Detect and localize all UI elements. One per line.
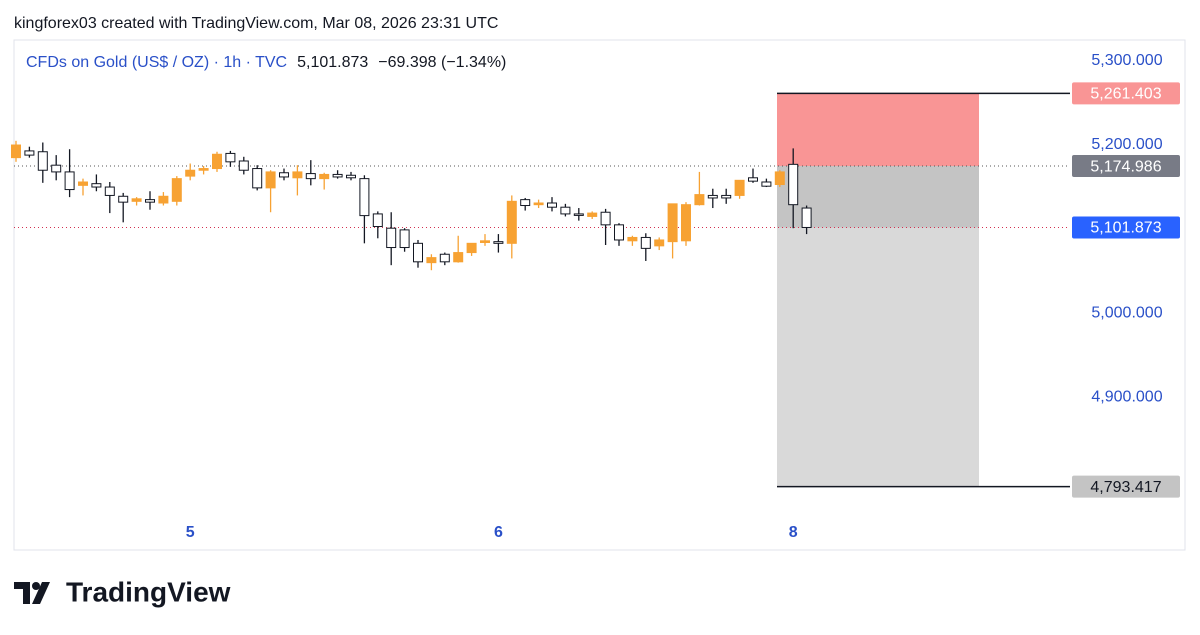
price-tag-label: 5,101.873 xyxy=(1090,220,1161,237)
candle-body xyxy=(707,194,718,199)
candle-body xyxy=(386,227,397,249)
candle-body xyxy=(600,211,611,226)
candle-body xyxy=(560,206,571,215)
candle-body xyxy=(587,212,598,217)
price-tag xyxy=(1072,216,1180,239)
chart-frame xyxy=(13,39,1186,551)
candle-body xyxy=(573,213,584,216)
candle-body xyxy=(305,173,316,180)
candle-body xyxy=(654,239,665,247)
candle-body xyxy=(346,174,356,179)
x-tick-label: 6 xyxy=(494,524,503,541)
logo-mark xyxy=(14,582,30,604)
candle-body xyxy=(506,200,517,244)
candle-body xyxy=(439,253,450,263)
price-tag-label: 5,261.403 xyxy=(1090,86,1161,103)
legend-change: −69.398 (−1.34%) xyxy=(378,54,506,71)
candle-body xyxy=(131,198,142,202)
candle-body xyxy=(252,168,263,189)
candle-body xyxy=(319,173,330,180)
candle-body xyxy=(91,183,102,188)
candle-body xyxy=(292,171,303,179)
candle-body xyxy=(37,151,48,171)
candle-body xyxy=(104,186,115,196)
candle-body xyxy=(158,195,169,204)
price-tag xyxy=(1072,155,1180,178)
candle-body xyxy=(694,194,705,206)
y-tick-label: 5,000.000 xyxy=(1091,304,1162,321)
logo: TradingView xyxy=(14,576,231,607)
y-tick-label: 4,900.000 xyxy=(1091,388,1162,405)
logo-mark xyxy=(32,582,40,590)
candle-body xyxy=(64,171,75,191)
candle-body xyxy=(761,181,772,187)
header: kingforex03 created with TradingView.com… xyxy=(14,15,498,32)
candle-body xyxy=(614,224,624,241)
candle-body xyxy=(413,242,423,263)
candle-body xyxy=(212,153,222,170)
candle-body xyxy=(118,195,129,203)
candle-body xyxy=(359,178,370,217)
candle-body xyxy=(520,199,531,207)
candle-body xyxy=(185,169,196,177)
y-tick-label: 5,300.000 xyxy=(1091,52,1162,69)
candle-body xyxy=(480,240,490,243)
candle-body xyxy=(627,236,638,242)
candle-body xyxy=(640,236,651,249)
stop-zone xyxy=(777,93,979,167)
candle-body xyxy=(774,171,785,186)
candle-body xyxy=(533,202,544,206)
candle-body xyxy=(198,168,209,171)
candle-body xyxy=(748,177,758,182)
candle-body xyxy=(78,181,88,186)
brand: TradingView xyxy=(66,576,231,607)
candle-body xyxy=(171,178,182,202)
candle-body xyxy=(547,202,557,208)
x-tick-label: 8 xyxy=(789,524,798,541)
candle-body xyxy=(453,252,464,263)
candle-body xyxy=(238,160,249,171)
candle-body xyxy=(734,179,745,196)
x-tick-label: 5 xyxy=(186,524,195,541)
candle-body xyxy=(399,229,410,249)
y-tick-label: 5,200.000 xyxy=(1091,136,1162,153)
candle-body xyxy=(11,144,21,159)
candle-body xyxy=(681,204,691,242)
candle-body xyxy=(466,242,477,254)
legend-symbol: CFDs on Gold (US$ / OZ) · 1h · TVC xyxy=(26,54,287,71)
candle-body xyxy=(667,203,678,243)
legend-price: 5,101.873 xyxy=(297,54,368,71)
candle-body xyxy=(24,150,35,156)
candle-body xyxy=(332,173,343,178)
candle-body xyxy=(788,163,799,206)
candle-body xyxy=(801,207,812,228)
candle-body xyxy=(225,152,236,163)
candle-body xyxy=(279,172,289,178)
candle-body xyxy=(265,171,276,189)
candle-body xyxy=(145,199,155,203)
price-tag xyxy=(1072,475,1180,498)
candle-body xyxy=(493,241,504,244)
candle-body xyxy=(51,164,62,173)
price-tag-label: 5,174.986 xyxy=(1090,158,1161,175)
candle-body xyxy=(721,194,732,199)
candle-body xyxy=(426,257,437,264)
candle-body xyxy=(372,213,383,228)
price-tag xyxy=(1072,82,1180,105)
logo-mark xyxy=(32,582,50,604)
price-tag-label: 4,793.417 xyxy=(1090,479,1161,496)
